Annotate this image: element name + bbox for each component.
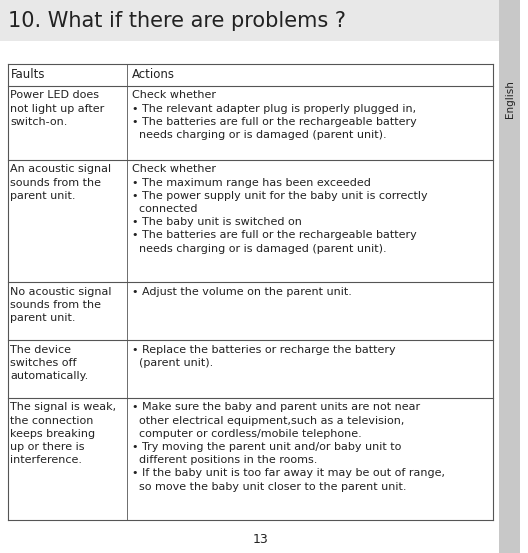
FancyBboxPatch shape [0,0,521,41]
Text: Check whether
• The maximum range has been exceeded
• The power supply unit for : Check whether • The maximum range has be… [132,164,428,254]
Text: The device
switches off
automatically.: The device switches off automatically. [11,345,89,381]
Text: English: English [504,81,514,118]
Text: Actions: Actions [132,68,175,81]
Text: An acoustic signal
sounds from the
parent unit.: An acoustic signal sounds from the paren… [11,164,111,201]
Text: • Adjust the volume on the parent unit.: • Adjust the volume on the parent unit. [132,286,352,296]
Text: • Replace the batteries or recharge the battery
  (parent unit).: • Replace the batteries or recharge the … [132,345,395,368]
Text: Power LED does
not light up after
switch-on.: Power LED does not light up after switch… [11,91,105,127]
Text: The signal is weak,
the connection
keeps breaking
up or there is
interference.: The signal is weak, the connection keeps… [11,403,117,465]
Text: Check whether
• The relevant adapter plug is properly plugged in,
• The batterie: Check whether • The relevant adapter plu… [132,91,417,140]
Text: 10. What if there are problems ?: 10. What if there are problems ? [8,11,346,31]
Text: No acoustic signal
sounds from the
parent unit.: No acoustic signal sounds from the paren… [11,286,112,323]
FancyBboxPatch shape [498,0,521,553]
Text: • Make sure the baby and parent units are not near
  other electrical equipment,: • Make sure the baby and parent units ar… [132,403,445,492]
Text: 13: 13 [252,533,268,546]
Text: Faults: Faults [11,68,45,81]
